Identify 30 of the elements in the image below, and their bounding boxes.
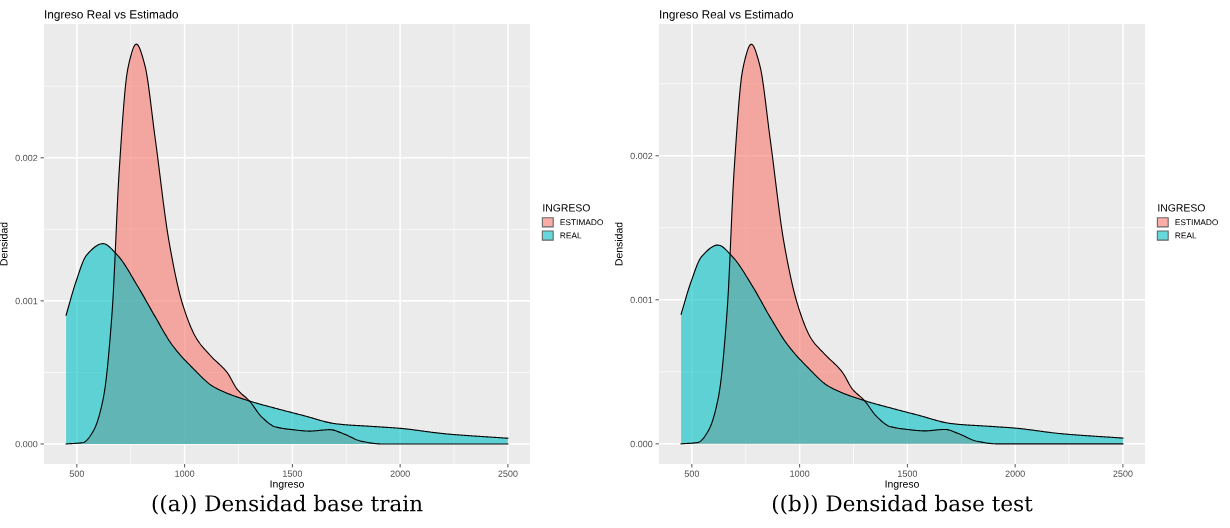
x-tick-label: 1500 [283,470,303,477]
legend-label: REAL [560,232,582,239]
x-axis-title: Ingreso [270,480,304,490]
y-tick-label: 0.001 [15,297,38,305]
x-tick-label: 1000 [175,470,195,477]
y-axis-title: Densidad [0,222,8,266]
text: ((a)) Densidad base train [152,494,423,515]
x-tick-label: 500 [69,470,85,477]
legend-label: ESTIMADO [560,219,603,226]
legend-title: INGRESO [543,204,590,212]
x-tick-label: 1500 [898,470,918,477]
x-axis-title: Ingreso [885,480,919,490]
y-tick-label: 0.002 [630,152,653,160]
x-tick-label: 1000 [790,470,810,477]
text: ((b)) Densidad base test [772,494,1033,515]
y-tick-label: 0.000 [15,440,38,448]
legend-label: REAL [1175,232,1197,239]
y-tick-label: 0.001 [630,296,653,304]
chart-title: Ingreso Real vs Estimado [660,9,794,21]
y-tick-label: 0.000 [630,440,653,448]
y-tick-label: 0.002 [15,154,38,162]
x-tick-label: 2500 [498,470,518,477]
y-axis-title: Densidad [614,222,623,266]
x-tick-label: 2000 [390,470,410,477]
x-tick-label: 500 [684,470,700,477]
legend-label: ESTIMADO [1175,219,1218,226]
legend-title: INGRESO [1158,204,1205,212]
x-tick-label: 2500 [1113,470,1133,477]
x-tick-label: 2000 [1005,470,1025,477]
chart-title: Ingreso Real vs Estimado [45,9,179,21]
